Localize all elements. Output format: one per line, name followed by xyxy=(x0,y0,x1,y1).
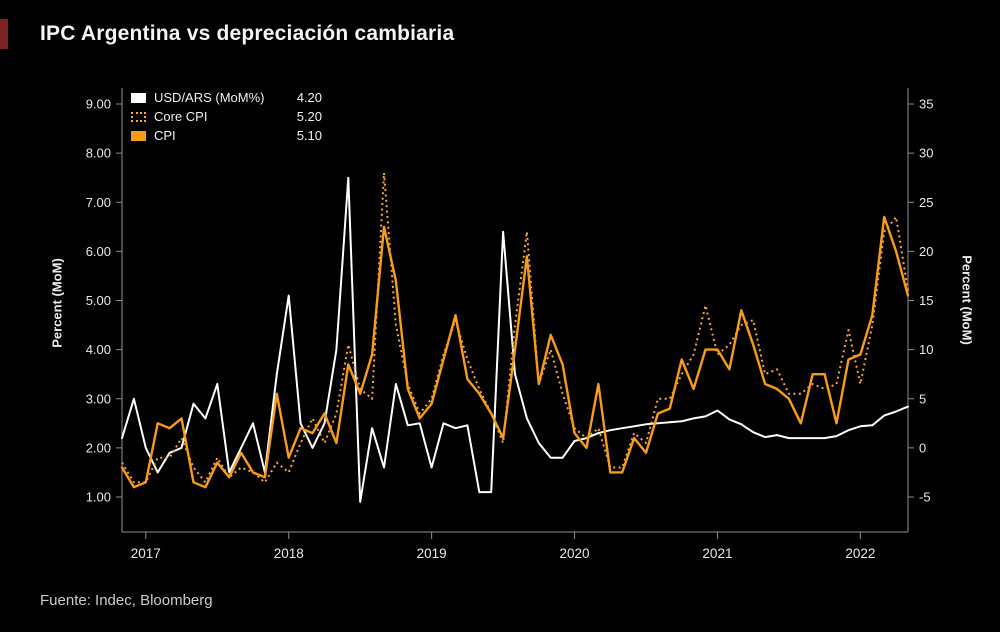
legend-label-cpi: CPI xyxy=(154,128,176,143)
core-cpi-line-swatch xyxy=(131,111,146,122)
legend-value-core-cpi: 5.20 xyxy=(296,109,322,124)
svg-text:2022: 2022 xyxy=(845,546,875,561)
legend-item-core-cpi: Core CPI 5.20 xyxy=(131,107,322,126)
svg-text:1.00: 1.00 xyxy=(86,490,111,505)
svg-text:4.00: 4.00 xyxy=(86,342,111,357)
legend-value-usdars: 4.20 xyxy=(296,90,322,105)
title-accent-bar xyxy=(0,19,8,49)
svg-text:0: 0 xyxy=(919,440,926,455)
chart-title: IPC Argentina vs depreciación cambiaria xyxy=(40,22,455,45)
svg-text:8.00: 8.00 xyxy=(86,146,111,161)
svg-text:-5: -5 xyxy=(919,490,931,505)
svg-text:2017: 2017 xyxy=(131,546,161,561)
legend: USD/ARS (MoM%) 4.20 Core CPI 5.20 CPI 5.… xyxy=(131,88,322,145)
svg-text:2021: 2021 xyxy=(702,546,732,561)
usdars-line-swatch xyxy=(131,92,146,103)
source-note: Fuente: Indec, Bloomberg xyxy=(40,592,213,609)
svg-text:2018: 2018 xyxy=(274,546,304,561)
svg-text:3.00: 3.00 xyxy=(86,391,111,406)
svg-text:2019: 2019 xyxy=(417,546,447,561)
svg-text:15: 15 xyxy=(919,293,933,308)
svg-text:6.00: 6.00 xyxy=(86,244,111,259)
legend-item-usdars: USD/ARS (MoM%) 4.20 xyxy=(131,88,322,107)
svg-text:25: 25 xyxy=(919,195,933,210)
legend-label-usdars: USD/ARS (MoM%) xyxy=(154,90,265,105)
svg-text:20: 20 xyxy=(919,244,933,259)
svg-text:5.00: 5.00 xyxy=(86,293,111,308)
svg-text:30: 30 xyxy=(919,146,933,161)
svg-text:7.00: 7.00 xyxy=(86,195,111,210)
svg-text:2020: 2020 xyxy=(560,546,590,561)
svg-text:9.00: 9.00 xyxy=(86,97,111,112)
svg-text:35: 35 xyxy=(919,97,933,112)
right-axis-title: Percent (MoM) xyxy=(959,255,975,345)
svg-text:2.00: 2.00 xyxy=(86,440,111,455)
left-axis-title: Percent (MoM) xyxy=(49,258,65,348)
legend-value-cpi: 5.10 xyxy=(296,128,322,143)
cpi-line-swatch xyxy=(131,130,146,141)
svg-text:10: 10 xyxy=(919,342,933,357)
legend-label-core-cpi: Core CPI xyxy=(154,109,208,124)
svg-text:5: 5 xyxy=(919,391,926,406)
legend-item-cpi: CPI 5.10 xyxy=(131,126,322,145)
